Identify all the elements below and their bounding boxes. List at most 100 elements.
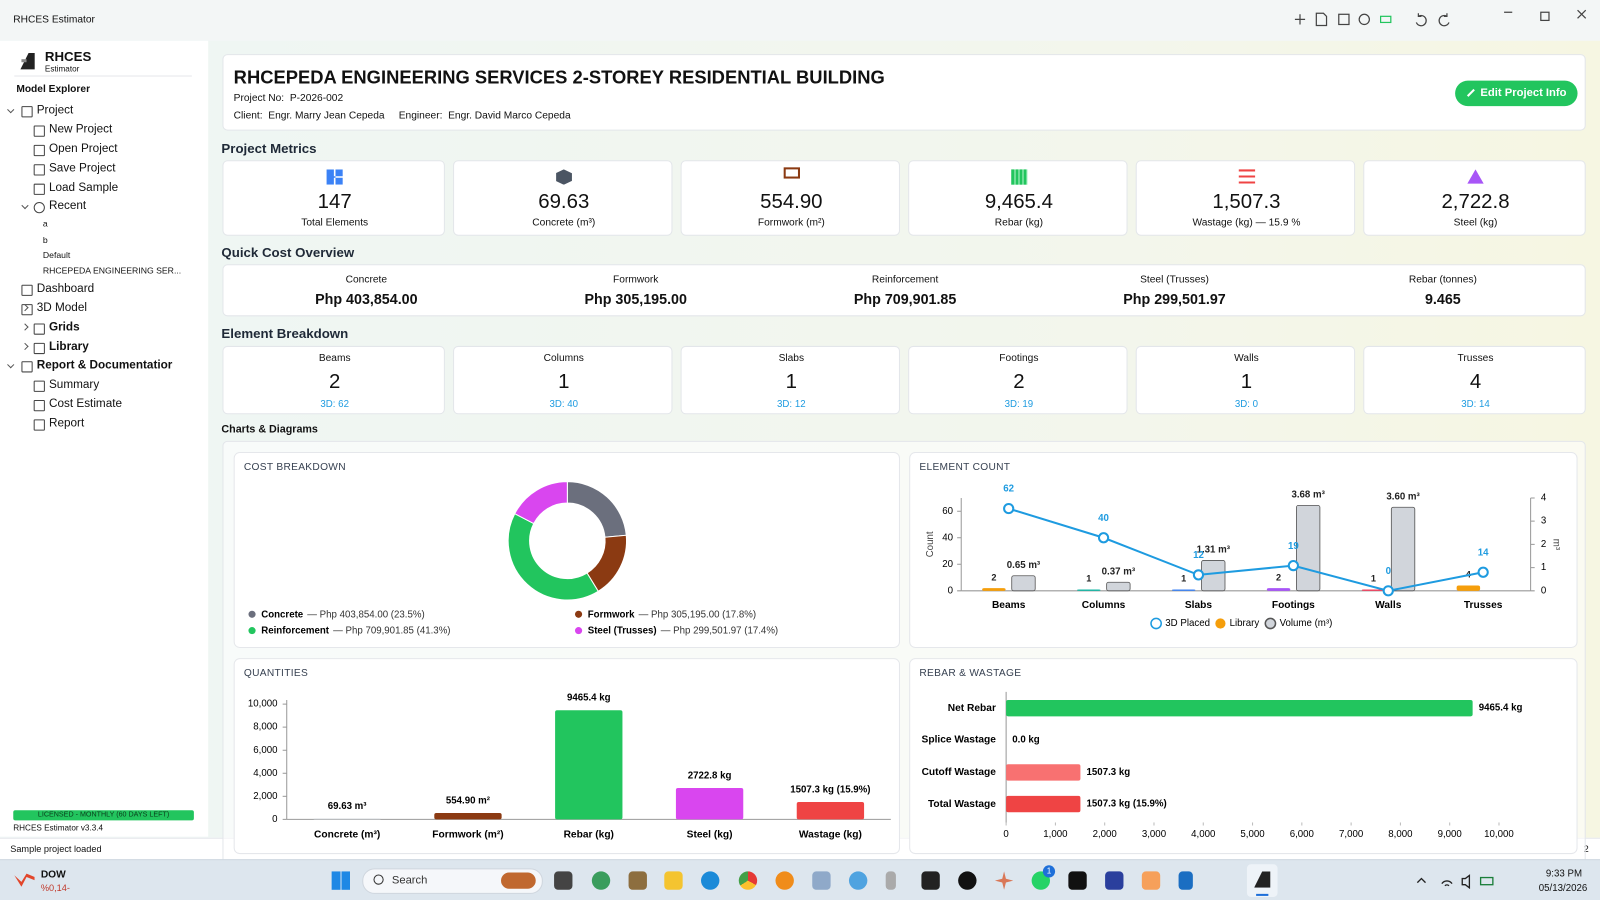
start-button[interactable] bbox=[331, 871, 350, 890]
y-tick-label: 0 bbox=[948, 585, 954, 596]
tree-item[interactable]: Cost Estimate bbox=[48, 397, 123, 411]
tree-item[interactable]: Summary bbox=[48, 378, 100, 391]
element-placed: 3D: 62 bbox=[320, 398, 349, 411]
tree-item[interactable]: Recent bbox=[48, 199, 87, 213]
app-icon[interactable] bbox=[848, 871, 868, 890]
data-label: 14 bbox=[1478, 547, 1489, 558]
y-tick-label: 60 bbox=[942, 506, 953, 517]
app-icon[interactable] bbox=[1105, 871, 1124, 890]
x-tick-label: Walls bbox=[1375, 600, 1402, 611]
tree-item[interactable]: Load Sample bbox=[48, 181, 119, 194]
bar bbox=[1006, 764, 1081, 781]
tree-item[interactable]: 3D Model bbox=[36, 302, 87, 315]
line bbox=[1008, 507, 1484, 592]
y-tick-label: 6,000 bbox=[253, 745, 278, 756]
metric-value: 9,465.4 bbox=[984, 190, 1053, 214]
tree-item[interactable]: Report & Documentatior bbox=[36, 359, 173, 372]
tree-item[interactable]: Dashboard bbox=[36, 282, 95, 295]
x-tick-label: Rebar (kg) bbox=[564, 829, 614, 840]
app-icon[interactable] bbox=[664, 871, 683, 890]
logo-icon bbox=[20, 53, 35, 70]
tree-item[interactable]: Default bbox=[42, 249, 71, 261]
value: P-2026-002 bbox=[289, 92, 344, 105]
project-no: Project No: P-2026-002 bbox=[234, 93, 343, 104]
app-icon[interactable] bbox=[921, 871, 940, 890]
tree-item[interactable]: Save Project bbox=[48, 162, 116, 175]
app-icon[interactable] bbox=[958, 871, 977, 890]
value: Engr. Marry Jean Cepeda bbox=[268, 110, 385, 122]
x-tick-label: Columns bbox=[1082, 600, 1126, 611]
tree-item[interactable]: Open Project bbox=[48, 142, 118, 156]
active-indicator bbox=[1256, 893, 1269, 896]
pie-slice bbox=[514, 481, 568, 525]
tree-icon bbox=[33, 419, 45, 431]
tree-item[interactable]: a bbox=[42, 218, 48, 229]
point bbox=[1382, 585, 1394, 597]
tree-icon bbox=[33, 164, 45, 176]
taskbar: DOW %0,14- Search 1 9:33 PM 05/13/2026 bbox=[0, 859, 1600, 900]
tree-icon bbox=[21, 361, 33, 373]
legend-marker bbox=[1215, 618, 1226, 629]
app-icon[interactable] bbox=[1178, 871, 1193, 890]
tree-icon bbox=[33, 144, 45, 157]
cost-value: 9.465 bbox=[1424, 290, 1461, 308]
legend-value: — Php 709,901.85 (41.3%) bbox=[333, 625, 450, 636]
app-icon[interactable] bbox=[554, 871, 573, 890]
status-message: Sample project loaded bbox=[10, 843, 102, 855]
element-count: 1 bbox=[785, 370, 798, 393]
chart-panel: QUANTITIES 0 2,000 4,000 6,000 8,000 10,000 69.… bbox=[233, 658, 900, 855]
legend-name: Reinforcement bbox=[261, 625, 330, 636]
tree-icon bbox=[33, 125, 45, 137]
app-icon[interactable] bbox=[591, 871, 611, 890]
metric-label: Concrete (m³) bbox=[532, 217, 596, 229]
metric-label: Wastage (kg) — 15.9 % bbox=[1192, 217, 1301, 229]
cost-label: Steel (Trusses) bbox=[1140, 274, 1209, 286]
data-label: 69.63 m³ bbox=[328, 801, 368, 812]
element-card: Trusses 4 3D: 14 bbox=[1363, 345, 1586, 415]
cost-label: Reinforcement bbox=[871, 274, 939, 286]
tree-item[interactable]: Project bbox=[36, 104, 74, 117]
tree-item[interactable]: b bbox=[42, 234, 48, 245]
button-label[interactable]: Edit Project Info bbox=[1480, 86, 1567, 99]
bar bbox=[1106, 581, 1131, 592]
app-icon[interactable] bbox=[701, 871, 720, 890]
data-label: 12 bbox=[1193, 550, 1204, 561]
data-label: 62 bbox=[1003, 484, 1014, 495]
tree-item[interactable]: Report bbox=[48, 417, 85, 430]
y2-tick-label: 1 bbox=[1541, 562, 1546, 573]
bar bbox=[1011, 575, 1036, 592]
chart: COST BREAKDOWN Concrete — Php 403,854.00 (… bbox=[244, 462, 778, 636]
app-icon[interactable] bbox=[1068, 871, 1087, 890]
metric-card: 9,465.4 Rebar (kg) bbox=[908, 160, 1128, 236]
stock-change: %0,14- bbox=[40, 882, 70, 893]
legend-marker bbox=[574, 610, 583, 618]
app-icon[interactable] bbox=[812, 871, 831, 890]
tree-item[interactable]: RHCEPEDA ENGINEERING SER... bbox=[42, 265, 182, 276]
y-tick-label: 8,000 bbox=[253, 722, 278, 733]
app-icon[interactable] bbox=[1141, 871, 1161, 890]
tree-item[interactable]: Grids bbox=[48, 321, 80, 334]
app-icon[interactable] bbox=[775, 871, 794, 890]
pencil-icon bbox=[1466, 88, 1475, 97]
app-icon[interactable] bbox=[885, 871, 896, 890]
element-card: Columns 1 3D: 40 bbox=[453, 345, 673, 415]
tree-item[interactable]: Library bbox=[48, 340, 89, 354]
data-label: 0.65 m³ bbox=[1007, 560, 1041, 571]
edit-project-button[interactable]: Edit Project Info bbox=[1455, 80, 1578, 107]
app-icon[interactable] bbox=[738, 871, 758, 890]
label: Client: bbox=[233, 110, 263, 122]
tree-icon bbox=[33, 183, 45, 195]
point bbox=[1003, 502, 1015, 515]
data-label: 0.0 kg bbox=[1012, 734, 1040, 745]
active-app[interactable] bbox=[1246, 864, 1278, 897]
search-box[interactable]: Search bbox=[362, 868, 543, 894]
tree-item[interactable]: New Project bbox=[48, 123, 113, 136]
app-icon[interactable] bbox=[628, 871, 647, 890]
tree-icon bbox=[33, 380, 45, 392]
y-tick-label: Splice Wastage bbox=[922, 734, 997, 745]
data-label: 1507.3 kg (15.9%) bbox=[790, 784, 870, 795]
bar bbox=[1296, 504, 1321, 592]
tree-icon bbox=[33, 323, 45, 335]
element-label: Slabs bbox=[778, 353, 805, 365]
app-icon[interactable] bbox=[994, 871, 1014, 890]
